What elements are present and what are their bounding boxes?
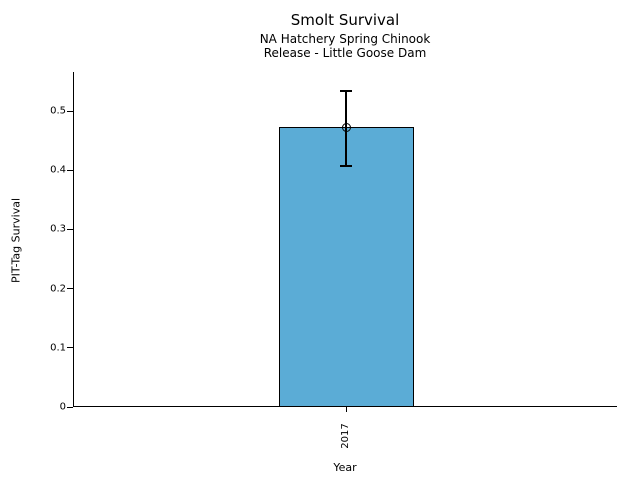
y-tick-label: 0.2 <box>50 283 66 295</box>
x-axis-label: Year <box>333 461 357 474</box>
error-bar-cap-bottom <box>340 165 352 167</box>
y-tick-mark <box>67 228 73 230</box>
y-tick-mark <box>67 288 73 290</box>
error-bar-cap-top <box>340 90 352 92</box>
y-tick-mark <box>67 347 73 349</box>
chart-subtitle-line2: Release - Little Goose Dam <box>263 46 427 60</box>
y-tick-mark <box>67 110 73 112</box>
chart-title: Smolt Survival <box>290 11 400 29</box>
y-tick-label: 0.3 <box>50 223 66 235</box>
y-tick-label: 0 <box>59 401 66 413</box>
y-tick-label: 0.4 <box>50 164 66 176</box>
plot-area: 0 0.1 0.2 0.3 0.4 0.5 2017 <box>50 72 617 449</box>
data-point-marker-icon <box>341 122 351 132</box>
chart-subtitle-line1: NA Hatchery Spring Chinook <box>259 32 431 46</box>
y-tick-label: 0.1 <box>50 342 66 354</box>
x-tick-label-2017: 2017 <box>340 423 351 449</box>
y-tick-label: 0.5 <box>50 105 66 117</box>
y-tick-mark <box>67 169 73 171</box>
y-tick-mark <box>67 406 73 408</box>
x-tick-mark <box>345 407 347 412</box>
bar-2017 <box>278 127 414 407</box>
